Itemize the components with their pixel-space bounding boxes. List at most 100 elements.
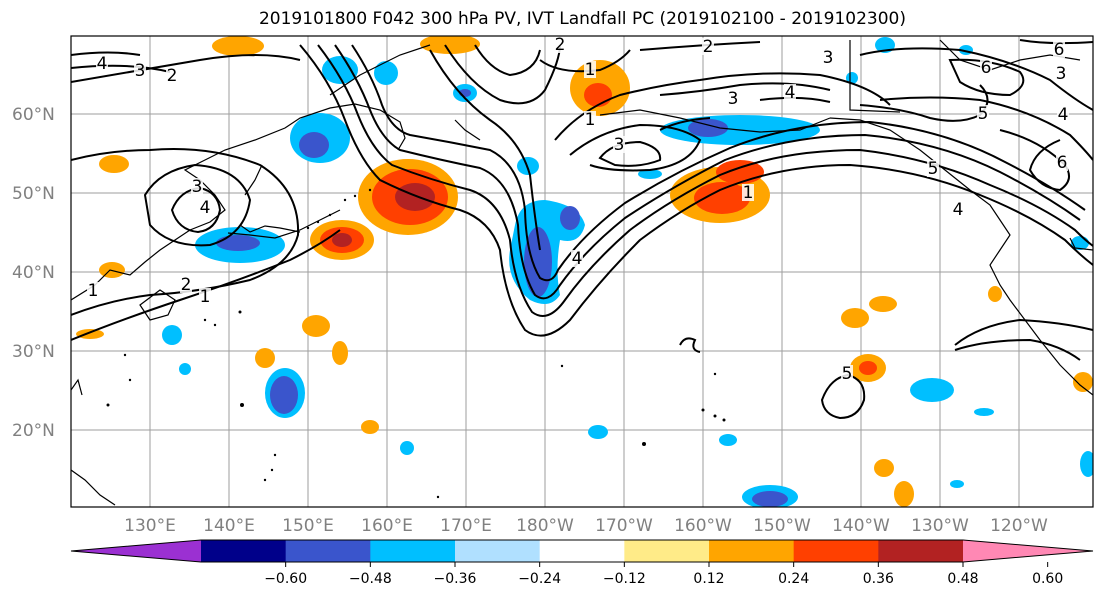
lat-label: 60°N <box>12 105 55 125</box>
contour-label-bg <box>134 62 146 79</box>
colorbar-tick-label: 0.24 <box>778 571 809 587</box>
america-coastline <box>829 117 1093 396</box>
contour-label-bg <box>87 282 99 299</box>
contour-label: 4 <box>953 200 964 220</box>
contour-label: 4 <box>97 54 108 74</box>
contour-label: 4 <box>200 198 211 218</box>
contour-label-bg <box>191 178 203 195</box>
contour-label-bg <box>841 365 853 382</box>
contour-label: 3 <box>823 48 834 68</box>
colorbar-segment <box>624 540 710 562</box>
contour-label: 1 <box>88 281 99 301</box>
contour-label-bg <box>702 38 714 55</box>
contour-label-bg <box>180 276 192 293</box>
contour-label: 2 <box>703 37 714 57</box>
map-frame <box>70 35 1094 508</box>
colorbar-extend-low <box>71 540 201 562</box>
contour-label-bg <box>952 201 964 218</box>
contour-label-bg <box>727 90 739 107</box>
contour-label-bg <box>927 160 939 177</box>
colorbar-tick-label: −0.48 <box>349 571 392 587</box>
contour-label: 6 <box>1057 153 1068 173</box>
contour-label: 4 <box>785 83 796 103</box>
contour-label: 4 <box>1058 105 1069 125</box>
contour-label: 1 <box>743 183 754 203</box>
colorbar-segment <box>455 540 541 562</box>
colorbar-segment <box>709 540 795 562</box>
colorbar-tick-label: −0.60 <box>264 571 307 587</box>
latitude-labels: 60°N 50°N 40°N 30°N 20°N <box>12 105 55 441</box>
contour-label: 1 <box>585 60 596 80</box>
contour-line <box>299 44 1093 337</box>
colorbar-tick-label: 0.48 <box>947 571 978 587</box>
contour-label-bg <box>977 105 989 122</box>
contour-label: 5 <box>928 159 939 179</box>
colorbar-tick-label: 0.36 <box>863 571 894 587</box>
contour-label: 2 <box>167 66 178 86</box>
lon-label: 120°W <box>990 516 1048 536</box>
contour-label: 5 <box>978 104 989 124</box>
contour-label: 6 <box>1054 40 1065 60</box>
contour-label-bg <box>1055 65 1067 82</box>
lat-label: 20°N <box>12 421 55 441</box>
colorbar-segment <box>878 540 964 562</box>
contour-label: 1 <box>200 287 211 307</box>
contour-line <box>71 54 301 83</box>
colorbar-tick-label: −0.12 <box>603 571 646 587</box>
colorbar-tick-label: −0.36 <box>434 571 477 587</box>
island-markers <box>106 188 726 499</box>
longitude-labels: 130°E 140°E 150°E 160°E 170°E 180°W 170°… <box>124 516 1048 536</box>
colorbar-segment <box>201 540 287 562</box>
contour-label: 3 <box>135 61 146 81</box>
contour-label-bg <box>584 111 596 128</box>
colorbar-segment <box>793 540 879 562</box>
coastlines <box>71 39 1093 506</box>
lon-label: 160°E <box>361 516 413 536</box>
contour-label-bg <box>1057 106 1069 123</box>
contour-label-bg <box>980 59 992 76</box>
contour-label-bg <box>584 61 596 78</box>
contour-label: 5 <box>842 364 853 384</box>
colorbar-segment <box>539 540 625 562</box>
lon-label: 150°W <box>753 516 811 536</box>
lat-label: 30°N <box>12 342 55 362</box>
colorbar-tick-label: −0.24 <box>518 571 561 587</box>
contour-label: 1 <box>585 110 596 130</box>
contour-label-bg <box>199 288 211 305</box>
contour-label: 4 <box>572 249 583 269</box>
ivt-contours <box>71 39 1093 420</box>
lon-label: 130°E <box>124 516 176 536</box>
lon-label: 130°W <box>911 516 969 536</box>
colorbar: −0.60 −0.48 −0.36 −0.24 −0.12 0.12 0.24 0.36 0.4… <box>70 539 1094 587</box>
contour-label-bg <box>1056 154 1068 171</box>
lat-label: 50°N <box>12 184 55 204</box>
contour-label-bg <box>166 67 178 84</box>
colorbar-extend-high <box>963 540 1093 562</box>
contour-label-bg <box>1053 41 1065 58</box>
lon-label: 150°E <box>282 516 334 536</box>
contour-label: 3 <box>1056 64 1067 84</box>
contour-label-bg <box>554 36 566 53</box>
contour-label: 3 <box>614 135 625 155</box>
contour-label: 2 <box>181 275 192 295</box>
contour-line <box>71 148 300 316</box>
contour-label-bg <box>613 136 625 153</box>
contour-label-bg <box>784 84 796 101</box>
colorbar-tick-label: 0.12 <box>693 571 724 587</box>
colorbar-segment <box>285 540 371 562</box>
contour-label: 3 <box>192 177 203 197</box>
contour-label: 2 <box>555 35 566 55</box>
contour-label: 6 <box>981 58 992 78</box>
contour-label-bg <box>96 55 108 72</box>
contour-label-bg <box>571 250 583 267</box>
contour-label-bg <box>742 184 754 201</box>
lon-label: 170°W <box>595 516 653 536</box>
figure-title: 2019101800 F042 300 hPa PV, IVT Landfall… <box>258 9 906 29</box>
asia-coastline <box>71 103 406 301</box>
lon-label: 170°E <box>440 516 492 536</box>
colorbar-outline <box>70 539 1094 563</box>
contour-label-bg <box>199 199 211 216</box>
